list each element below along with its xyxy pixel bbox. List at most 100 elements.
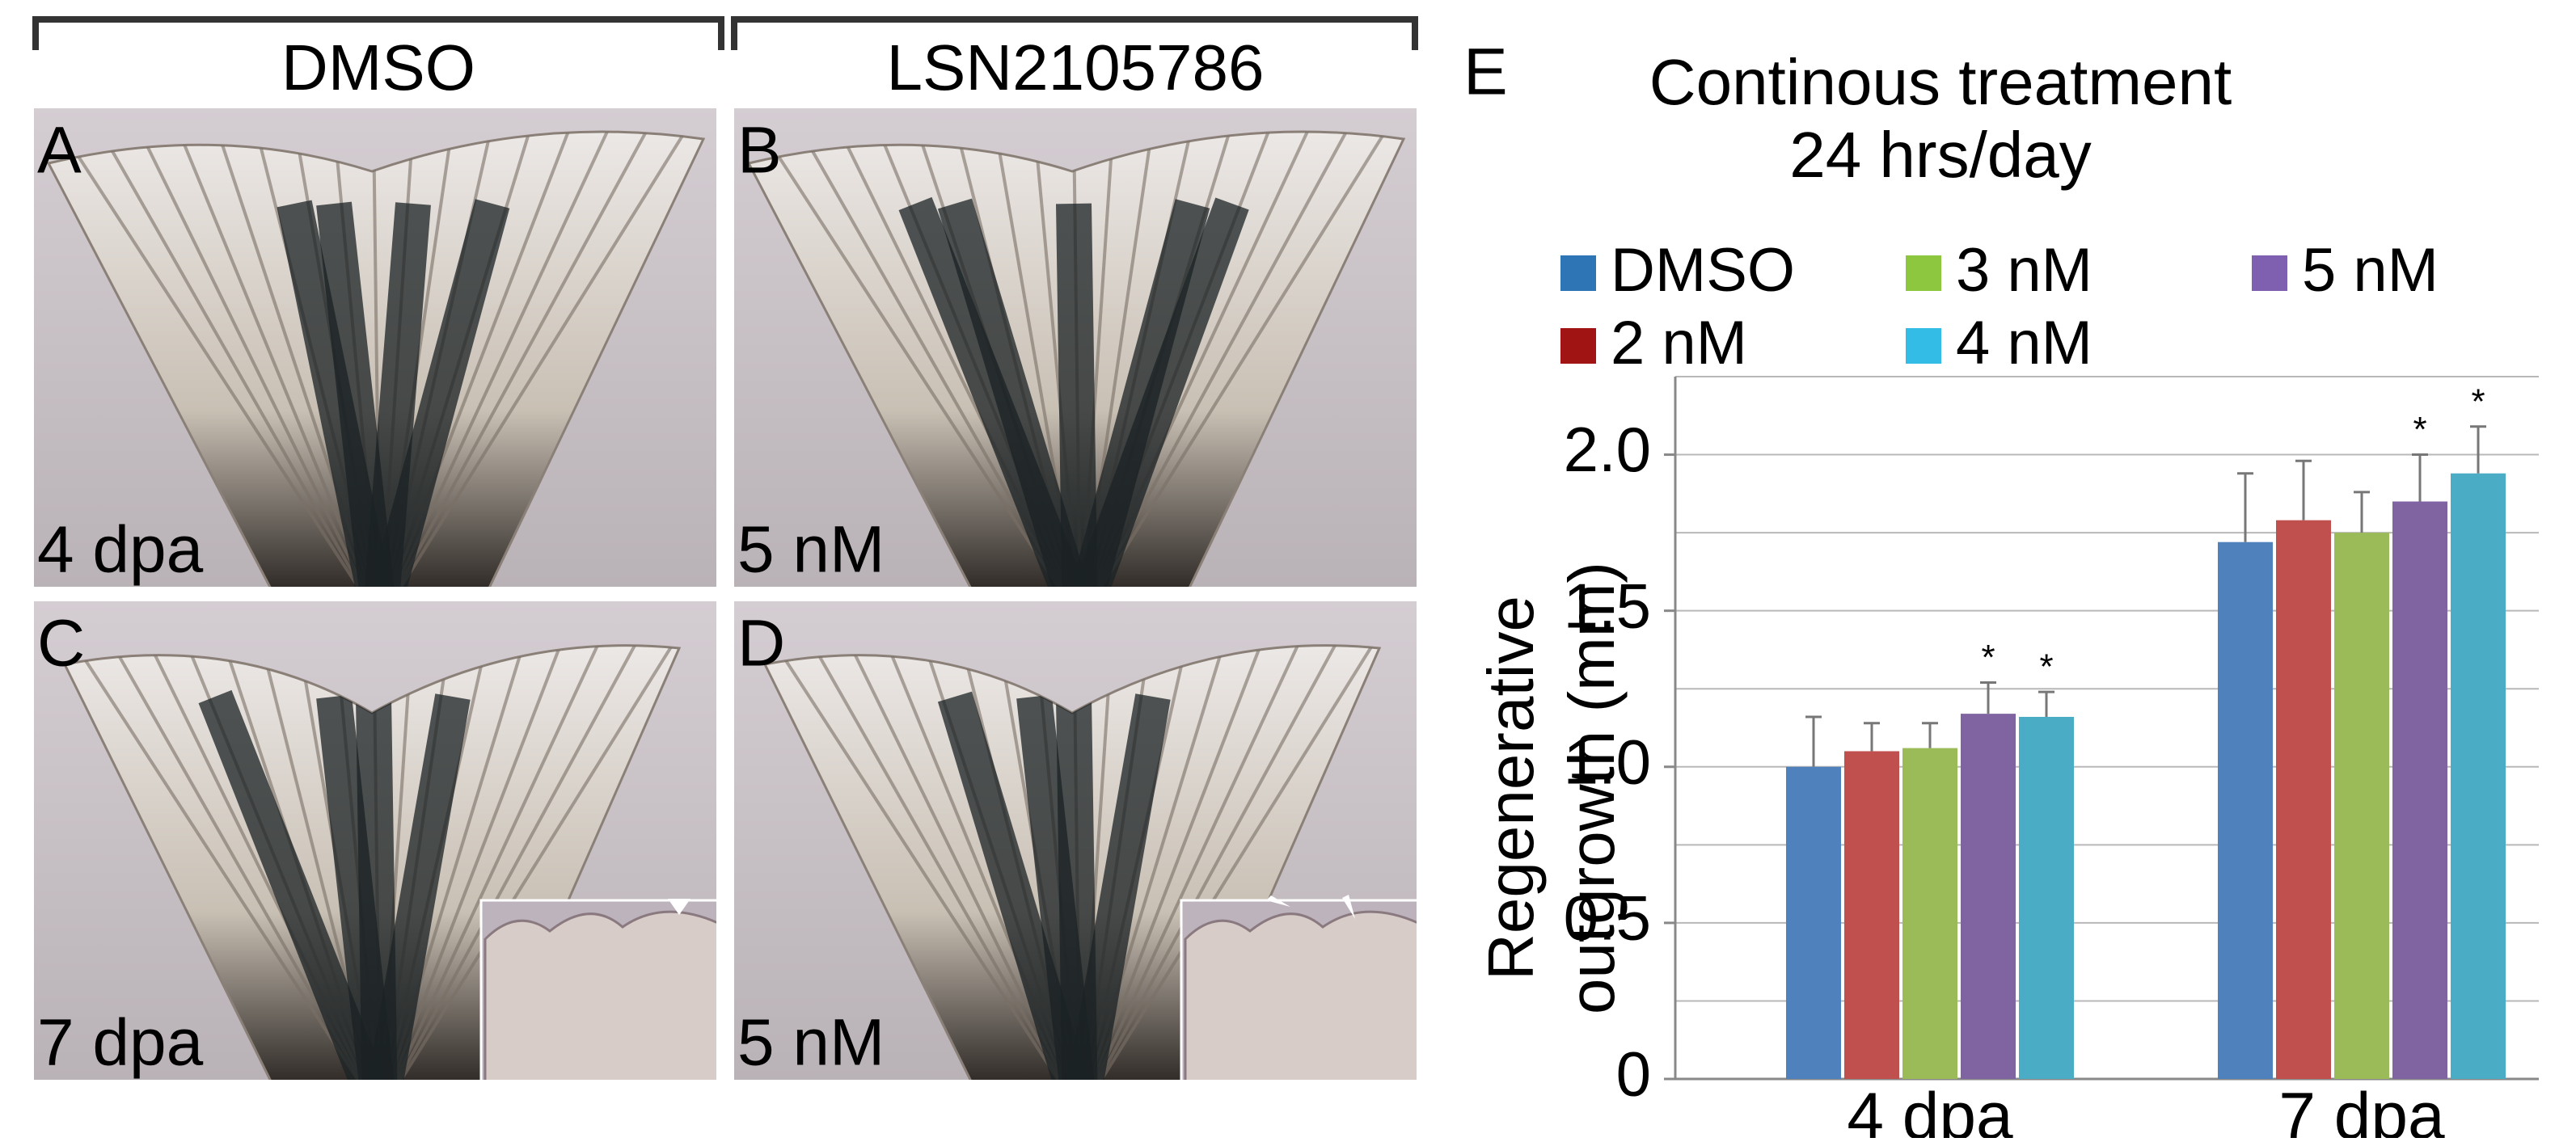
panel-letter: C bbox=[37, 607, 85, 681]
x-tick-label: 4 dpa bbox=[1847, 1080, 2013, 1138]
panel-letter: A bbox=[37, 114, 82, 188]
fin-ray bbox=[55, 132, 382, 588]
photo bbox=[733, 107, 1418, 588]
y-axis-label: outgrowth (mm) bbox=[1556, 562, 1628, 1014]
photo-border bbox=[31, 105, 720, 590]
photo-border bbox=[31, 598, 720, 1083]
significance-marker: * bbox=[2413, 410, 2426, 449]
panel-letter: B bbox=[737, 114, 782, 188]
legend-item: 5 nM bbox=[2252, 236, 2439, 305]
fin-ray bbox=[378, 645, 652, 1081]
error-bar bbox=[2470, 425, 2486, 474]
photo-panel: D 5 nM bbox=[731, 598, 1420, 1083]
fin-ray bbox=[765, 645, 1082, 1081]
error-bar bbox=[2354, 491, 2370, 533]
fin-ray bbox=[755, 132, 1082, 588]
error-bar bbox=[2237, 472, 2253, 542]
pigment-stripe bbox=[362, 199, 510, 588]
y-tick-label: 0 bbox=[1616, 1039, 1651, 1110]
inset-fin bbox=[1184, 910, 1418, 1081]
legend-label: 5 nM bbox=[2302, 236, 2439, 305]
error-bar bbox=[1980, 681, 1996, 714]
bar bbox=[2334, 533, 2389, 1079]
fin-ray bbox=[1079, 645, 1379, 1081]
legend-label: 3 nM bbox=[1956, 236, 2092, 305]
header-bracket bbox=[32, 16, 724, 50]
panel-caption: 5 nM bbox=[737, 1006, 885, 1080]
photo bbox=[733, 600, 1418, 1081]
photo-border bbox=[731, 598, 1420, 1083]
bar bbox=[2218, 542, 2273, 1079]
significance-marker: * bbox=[1981, 638, 1995, 677]
significance-marker: * bbox=[2039, 647, 2053, 687]
fin-ray bbox=[95, 132, 382, 588]
fin-ray bbox=[378, 132, 652, 588]
legend-label: 2 nM bbox=[1611, 309, 1747, 377]
significance-marker: * bbox=[2471, 381, 2485, 421]
fin-rays bbox=[65, 645, 679, 1081]
y-tick-label: 1.5 bbox=[1564, 570, 1651, 641]
photo-border bbox=[731, 105, 1420, 590]
bar bbox=[2451, 473, 2506, 1079]
inset-fin bbox=[484, 910, 718, 1081]
error-bar bbox=[2295, 459, 2312, 520]
bar-chart: 0 0.5 1.0 1.5 2.0 4 dpa 7 dpa * * * * DMSO 3 nM 5 nM 2… bbox=[1560, 236, 2539, 1142]
legend-swatch bbox=[1560, 255, 1596, 291]
panel-caption: 5 nM bbox=[737, 513, 885, 587]
fin-ray bbox=[1079, 645, 1313, 1081]
column-title: LSN2105786 bbox=[886, 32, 1264, 103]
panel-caption: 7 dpa bbox=[37, 1006, 204, 1080]
pigment-stripe bbox=[362, 693, 471, 1081]
pigment-stripe bbox=[937, 198, 1098, 588]
panel-letter: D bbox=[737, 607, 785, 681]
y-tick-label: 0.5 bbox=[1564, 882, 1651, 953]
inset-arrow bbox=[668, 899, 690, 915]
panel-letter: E bbox=[1463, 36, 1508, 109]
photo-panel: B 5 nM bbox=[731, 105, 1420, 590]
fin-rays bbox=[755, 132, 1392, 588]
fin-ray bbox=[1079, 645, 1353, 1081]
fin-ray bbox=[378, 645, 679, 1081]
error-bar bbox=[1864, 722, 1880, 752]
photo bbox=[32, 600, 718, 1081]
x-tick-label: 7 dpa bbox=[2278, 1080, 2445, 1138]
pigment-stripe bbox=[1062, 693, 1171, 1081]
column-header: LSN2105786 bbox=[731, 16, 1418, 103]
column-header: DMSO bbox=[32, 16, 724, 103]
bar bbox=[2392, 501, 2447, 1079]
header-bracket bbox=[731, 16, 1418, 50]
legend-label: 4 nM bbox=[1956, 309, 2092, 377]
legend-swatch bbox=[1906, 328, 1941, 364]
pigment-stripe bbox=[1063, 197, 1249, 588]
bar bbox=[2276, 520, 2331, 1079]
fin-rays bbox=[55, 132, 692, 588]
legend-item: 4 nM bbox=[1906, 309, 2092, 377]
error-bar bbox=[2038, 690, 2054, 717]
bar bbox=[1786, 766, 1841, 1079]
inset-arrow bbox=[1266, 895, 1355, 919]
panel-caption: 4 dpa bbox=[37, 513, 204, 587]
legend-label: DMSO bbox=[1611, 236, 1795, 305]
fin-ray bbox=[65, 645, 382, 1081]
photo-panel: A 4 dpa bbox=[31, 105, 720, 590]
chart-title: 24 hrs/day bbox=[1789, 119, 2092, 191]
fin-ray bbox=[134, 132, 382, 588]
fin-rays bbox=[765, 645, 1379, 1081]
fin-ray bbox=[795, 645, 1082, 1081]
legend-item: DMSO bbox=[1560, 236, 1795, 305]
legend-swatch bbox=[1560, 328, 1596, 364]
bar bbox=[1902, 748, 1957, 1079]
column-title: DMSO bbox=[281, 32, 475, 103]
y-axis-label: Regenerative bbox=[1475, 596, 1547, 980]
fin-ray bbox=[378, 132, 692, 588]
legend-swatch bbox=[2252, 255, 2287, 291]
pigment-stripe bbox=[198, 689, 397, 1081]
error-bar bbox=[2412, 453, 2428, 502]
legend-swatch bbox=[1906, 255, 1941, 291]
error-bar bbox=[1922, 722, 1938, 748]
photo-panel: C 7 dpa bbox=[31, 598, 720, 1083]
fin-ray bbox=[378, 645, 613, 1081]
bar bbox=[2019, 716, 2074, 1079]
